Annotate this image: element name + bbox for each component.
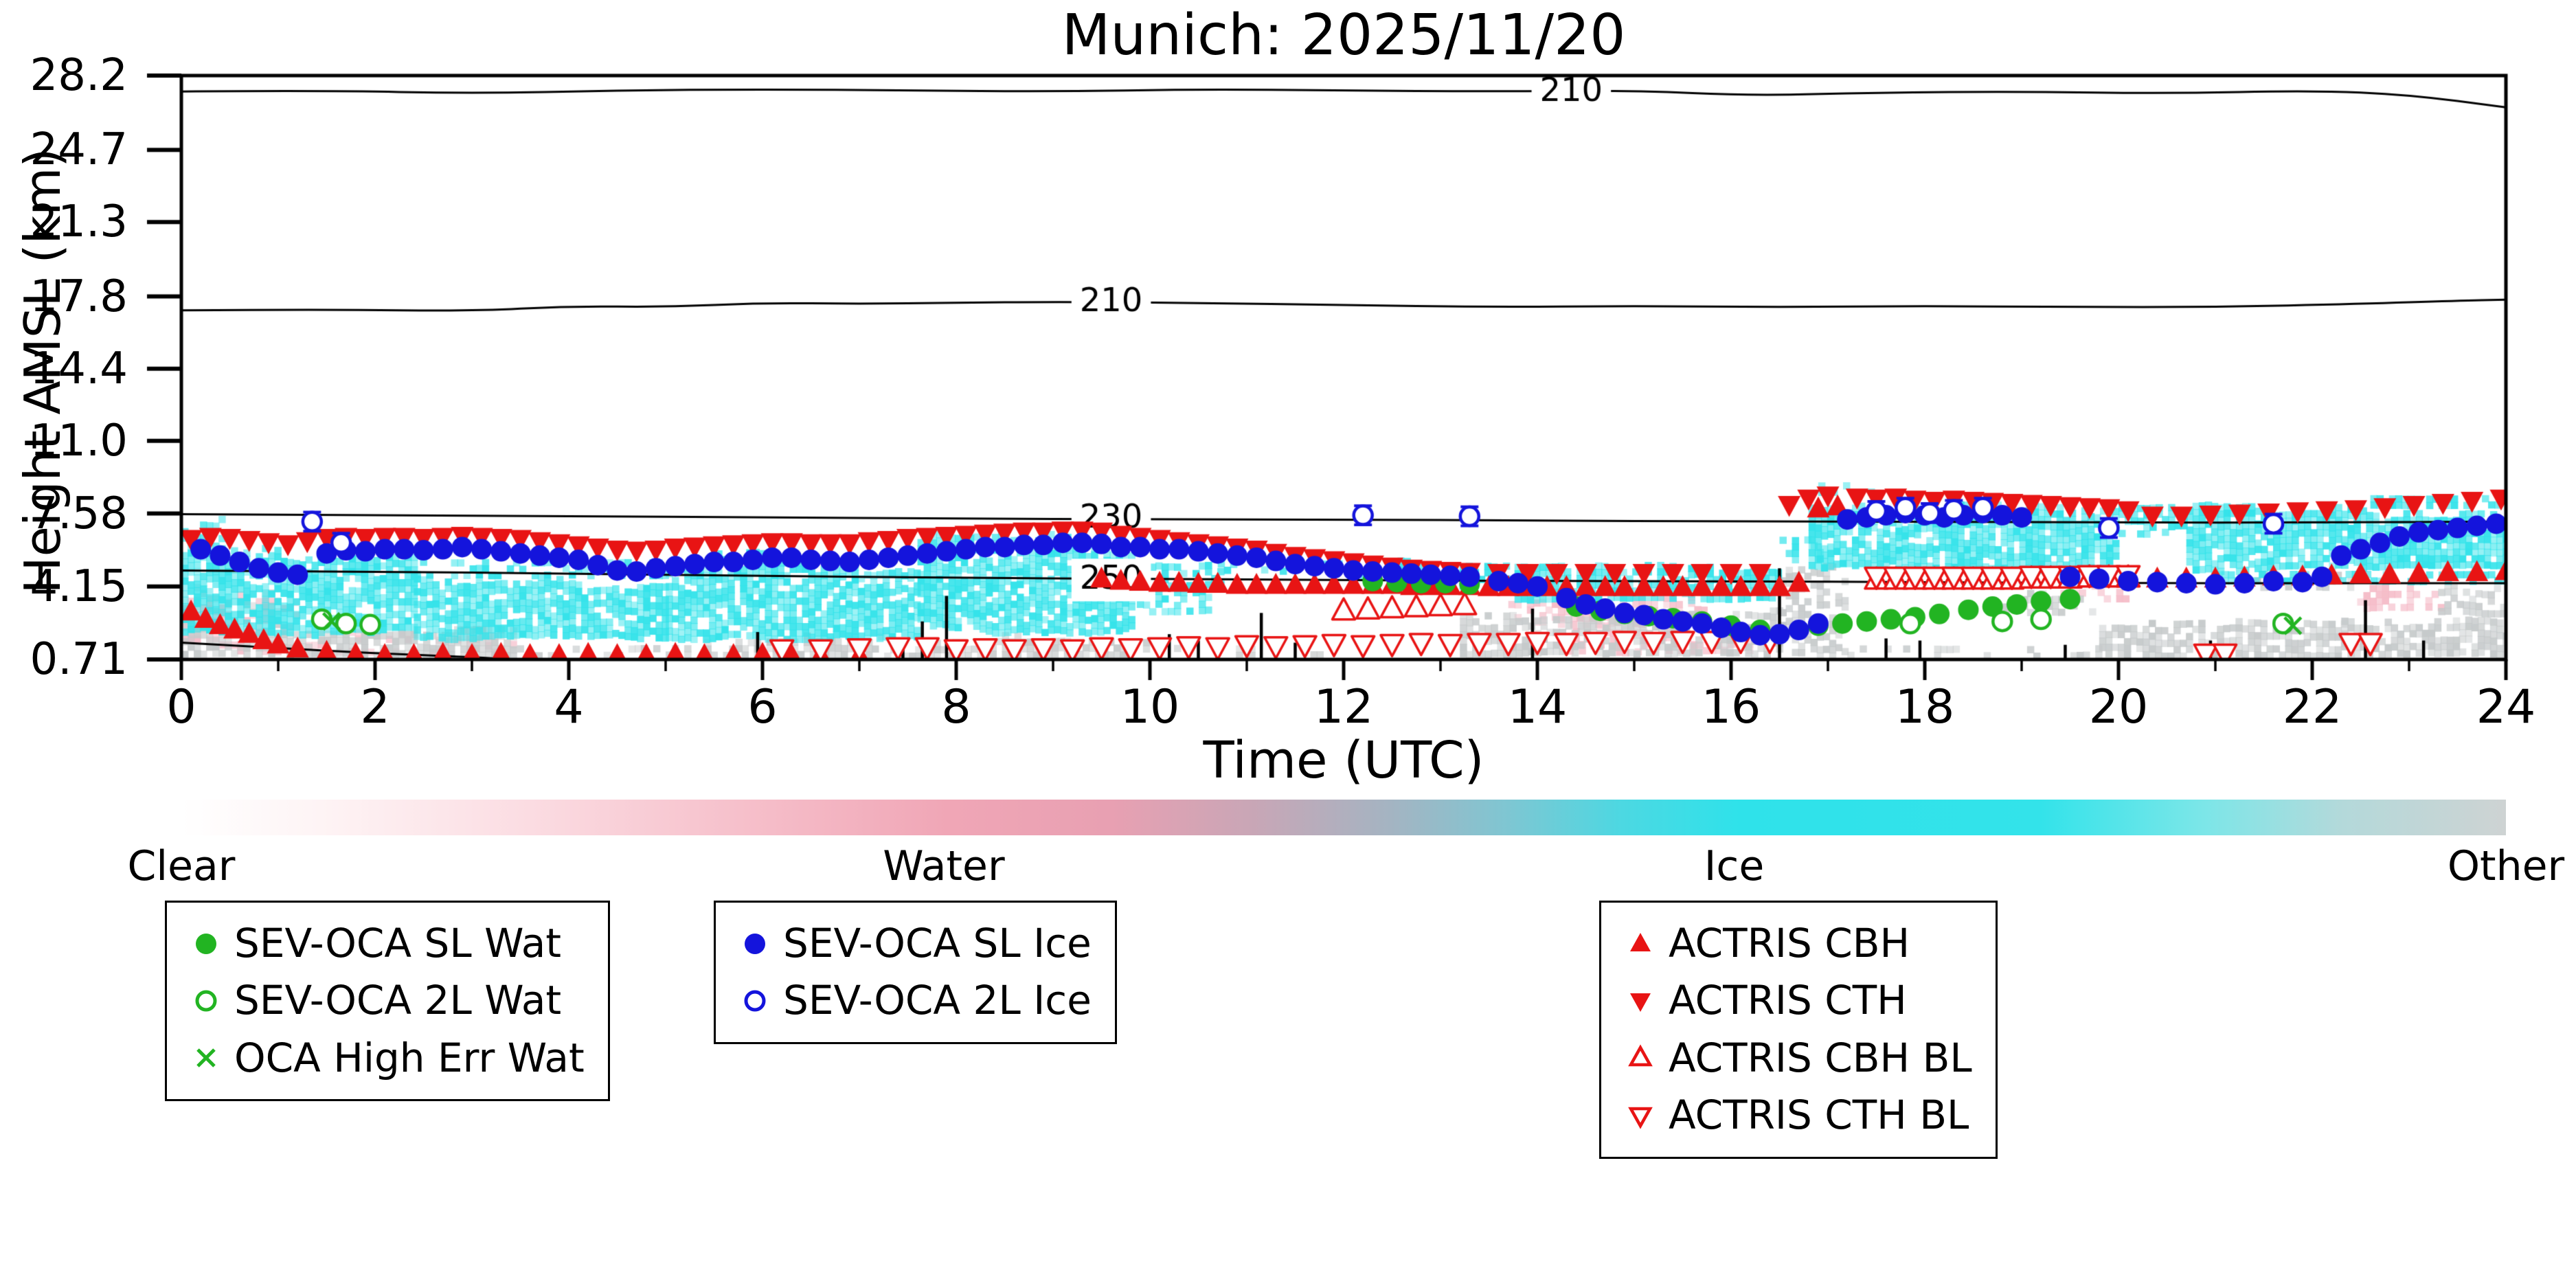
y-tick-label: 21.3: [30, 196, 128, 248]
legend-water: SEV-OCA SL Wat SEV-OCA 2L Wat OCA High Err…: [165, 901, 610, 1102]
chart-title: Munich: 2025/11/20: [1061, 3, 1626, 68]
x-tick-label: 4: [554, 680, 584, 734]
legend-item: SEV-OCA SL Ice: [739, 918, 1092, 969]
colorbar-label-ice: Ice: [1704, 842, 1765, 890]
filled-circle-icon: [739, 928, 771, 960]
legend-item: ACTRIS CTH BL: [1625, 1089, 1972, 1141]
x-tick-label: 14: [1507, 680, 1568, 734]
x-tick-label: 8: [941, 680, 971, 734]
legend-label: SEV-OCA 2L Wat: [234, 977, 562, 1024]
x-tick-label: 6: [747, 680, 778, 734]
legend-label: ACTRIS CBH BL: [1669, 1034, 1972, 1081]
x-tick-label: 24: [2476, 680, 2536, 734]
y-tick-label: 7.58: [30, 488, 128, 539]
legend-item: ACTRIS CTH: [1625, 975, 1972, 1026]
filled-triangle-up-icon: [1625, 928, 1656, 960]
open-circle-icon: [739, 985, 771, 1017]
x-tick-label: 20: [2088, 680, 2149, 734]
colorbar: [181, 800, 2506, 835]
x-tick-label: 18: [1895, 680, 1955, 734]
x-tick-label: 10: [1120, 680, 1180, 734]
y-tick-label: 24.7: [30, 124, 128, 176]
colorbar-label-clear: Clear: [127, 842, 236, 890]
legend-item: SEV-OCA SL Wat: [190, 918, 585, 969]
legend-label: SEV-OCA SL Ice: [783, 920, 1092, 967]
legend-label: ACTRIS CTH BL: [1669, 1092, 1969, 1139]
colorbar-label-other: Other: [2447, 842, 2565, 890]
x-tick-label: 0: [166, 680, 196, 734]
filled-circle-icon: [190, 928, 222, 960]
legend-item: ACTRIS CBH: [1625, 918, 1972, 969]
y-tick-label: 0.71: [30, 634, 128, 685]
legend-actris: ACTRIS CBH ACTRIS CTH ACTRIS CBH BL ACTRIS …: [1599, 901, 1998, 1159]
y-tick-label: 17.8: [30, 271, 128, 322]
legend-label: ACTRIS CTH: [1669, 977, 1907, 1024]
y-tick-label: 14.4: [30, 343, 128, 394]
open-circle-icon: [190, 985, 222, 1017]
open-triangle-up-icon: [1625, 1042, 1656, 1074]
y-tick-label: 4.15: [30, 561, 128, 612]
legend-label: SEV-OCA 2L Ice: [783, 977, 1092, 1024]
legend-item: SEV-OCA 2L Ice: [739, 975, 1092, 1026]
x-axis-label: Time (UTC): [1203, 731, 1484, 790]
legend-item: OCA High Err Wat: [190, 1032, 585, 1084]
legend-label: SEV-OCA SL Wat: [234, 920, 562, 967]
legend-label: OCA High Err Wat: [234, 1034, 585, 1081]
legend-item: ACTRIS CBH BL: [1625, 1032, 1972, 1084]
x-tick-label: 16: [1701, 680, 1761, 734]
legend-ice: SEV-OCA SL Ice SEV-OCA 2L Ice: [714, 901, 1117, 1044]
legend-item: SEV-OCA 2L Wat: [190, 975, 585, 1026]
y-tick-label: 28.2: [30, 50, 128, 101]
x-tick-label: 22: [2282, 680, 2342, 734]
filled-triangle-down-icon: [1625, 985, 1656, 1017]
x-icon: [190, 1042, 222, 1074]
legend-label: ACTRIS CBH: [1669, 920, 1910, 967]
colorbar-label-water: Water: [883, 842, 1005, 890]
y-tick-label: 11.0: [30, 415, 128, 466]
open-triangle-down-icon: [1625, 1100, 1656, 1131]
x-tick-label: 2: [360, 680, 390, 734]
x-tick-label: 12: [1313, 680, 1374, 734]
